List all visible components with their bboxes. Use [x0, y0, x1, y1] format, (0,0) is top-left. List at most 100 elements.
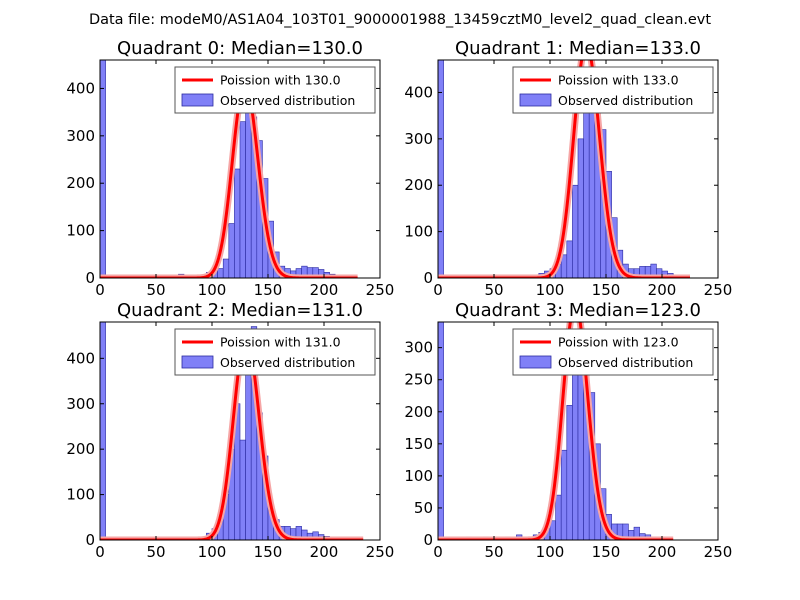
y-tick-label: 150	[404, 435, 433, 453]
hist-bar	[222, 258, 230, 278]
legend-hist-label: Observed distribution	[558, 355, 693, 370]
panel-title: Quadrant 1: Median=133.0	[455, 38, 701, 59]
y-tick-label: 0	[85, 269, 95, 287]
legend: Poission with 131.0 Observed distribution	[174, 328, 376, 376]
x-tick-label: 150	[254, 543, 283, 561]
figure-suptitle: Data file: modeM0/AS1A04_103T01_90000019…	[89, 12, 711, 28]
x-tick-label: 100	[198, 281, 227, 299]
plot-area	[100, 60, 360, 278]
x-tick-label: 200	[648, 543, 677, 561]
legend: Poission with 130.0 Observed distribution	[174, 66, 376, 114]
y-tick-label: 400	[66, 79, 95, 97]
hist-bar	[217, 268, 224, 278]
x-tick-label: 50	[484, 543, 503, 561]
x-tick-label: 100	[536, 543, 565, 561]
y-tick-label: 300	[66, 395, 95, 413]
legend: Poission with 123.0 Observed distribution	[512, 328, 714, 376]
hist-bar	[239, 121, 246, 278]
x-tick-label: 0	[433, 281, 443, 299]
y-tick-label: 0	[423, 531, 433, 549]
x-tick-label: 100	[198, 543, 227, 561]
legend-curve-label: Poission with 123.0	[558, 335, 679, 350]
subplot-grid: Quadrant 0: Median=130.0 0 50 100 150 200 250 0…	[66, 38, 732, 561]
y-tick-label: 100	[66, 222, 95, 240]
y-tick-label: 200	[66, 174, 95, 192]
axes-frame	[99, 59, 381, 279]
y-tick-label: 300	[404, 130, 433, 148]
hist-bar	[438, 60, 444, 278]
hist-bar	[572, 347, 579, 540]
x-tick-label: 50	[146, 281, 165, 299]
y-tick-label: 250	[404, 371, 433, 389]
legend-hist-label: Observed distribution	[220, 355, 355, 370]
axes-frame	[437, 321, 719, 541]
y-tick-label: 200	[404, 176, 433, 194]
x-tick-label: 250	[366, 543, 395, 561]
y-tick-label: 50	[414, 499, 433, 517]
subplot-quadrant-0: Quadrant 0: Median=130.0 0 50 100 150 200 250 0…	[66, 38, 394, 299]
y-tick-label: 100	[66, 486, 95, 504]
hist-bar	[100, 60, 106, 278]
hist-bar	[577, 138, 584, 278]
x-tick-label: 150	[592, 281, 621, 299]
subplot-quadrant-1: Quadrant 1: Median=133.0 0 50 100 150 200 250 0…	[404, 38, 732, 299]
legend-hist-swatch	[181, 93, 214, 107]
hist-bar	[560, 449, 568, 540]
poisson-curve	[100, 335, 364, 540]
legend-hist-swatch	[519, 93, 552, 107]
legend-hist-label: Observed distribution	[558, 93, 693, 108]
x-tick-label: 50	[484, 281, 503, 299]
legend-curve-label: Poission with 133.0	[558, 73, 679, 88]
legend-hist-label: Observed distribution	[220, 93, 355, 108]
hist-bar	[572, 184, 579, 278]
y-tick-label: 200	[66, 440, 95, 458]
y-tick-label: 100	[404, 467, 433, 485]
y-tick-label: 0	[85, 531, 95, 549]
hist-bar	[239, 439, 246, 540]
x-tick-label: 250	[366, 281, 395, 299]
x-tick-label: 0	[95, 281, 105, 299]
legend-hist-swatch	[181, 355, 214, 369]
axes-frame	[99, 321, 381, 541]
poisson-curve	[100, 82, 358, 278]
legend-hist-swatch	[519, 355, 552, 369]
x-tick-label: 250	[704, 543, 733, 561]
axes-frame	[437, 59, 719, 279]
hist-bar	[228, 223, 235, 278]
legend: Poission with 133.0 Observed distribution	[512, 66, 714, 114]
x-tick-label: 250	[704, 281, 733, 299]
hist-bar	[245, 107, 252, 278]
legend-curve-label: Poission with 130.0	[220, 73, 341, 88]
panel-title: Quadrant 3: Median=123.0	[455, 300, 701, 321]
panel-title: Quadrant 2: Median=131.0	[117, 300, 363, 321]
x-tick-label: 150	[592, 543, 621, 561]
hist-bar	[234, 168, 241, 278]
x-tick-label: 150	[254, 281, 283, 299]
hist-bar	[566, 405, 573, 540]
y-tick-label: 400	[404, 83, 433, 101]
y-tick-label: 400	[66, 349, 95, 367]
hist-bar	[245, 362, 252, 540]
subplot-quadrant-2: Quadrant 2: Median=131.0 0 50 100 150 200 250 0…	[66, 300, 394, 561]
hist-bar	[100, 322, 106, 540]
subplot-quadrant-3: Quadrant 3: Median=123.0 0 50 100 150 200 250 0…	[404, 300, 732, 561]
y-tick-label: 100	[404, 223, 433, 241]
y-tick-label: 300	[404, 339, 433, 357]
hist-bar	[566, 240, 573, 278]
y-tick-label: 200	[404, 403, 433, 421]
hist-bar	[438, 322, 444, 540]
hist-bar	[583, 96, 590, 278]
hist-bar	[555, 494, 562, 540]
panel-title: Quadrant 0: Median=130.0	[117, 38, 363, 59]
x-tick-label: 0	[433, 543, 443, 561]
x-tick-label: 200	[648, 281, 677, 299]
x-tick-label: 0	[95, 543, 105, 561]
y-tick-label: 300	[66, 127, 95, 145]
x-tick-label: 200	[310, 281, 339, 299]
x-tick-label: 50	[146, 543, 165, 561]
x-tick-label: 200	[310, 543, 339, 561]
legend-curve-label: Poission with 131.0	[220, 335, 341, 350]
x-tick-label: 100	[536, 281, 565, 299]
y-tick-label: 0	[423, 269, 433, 287]
